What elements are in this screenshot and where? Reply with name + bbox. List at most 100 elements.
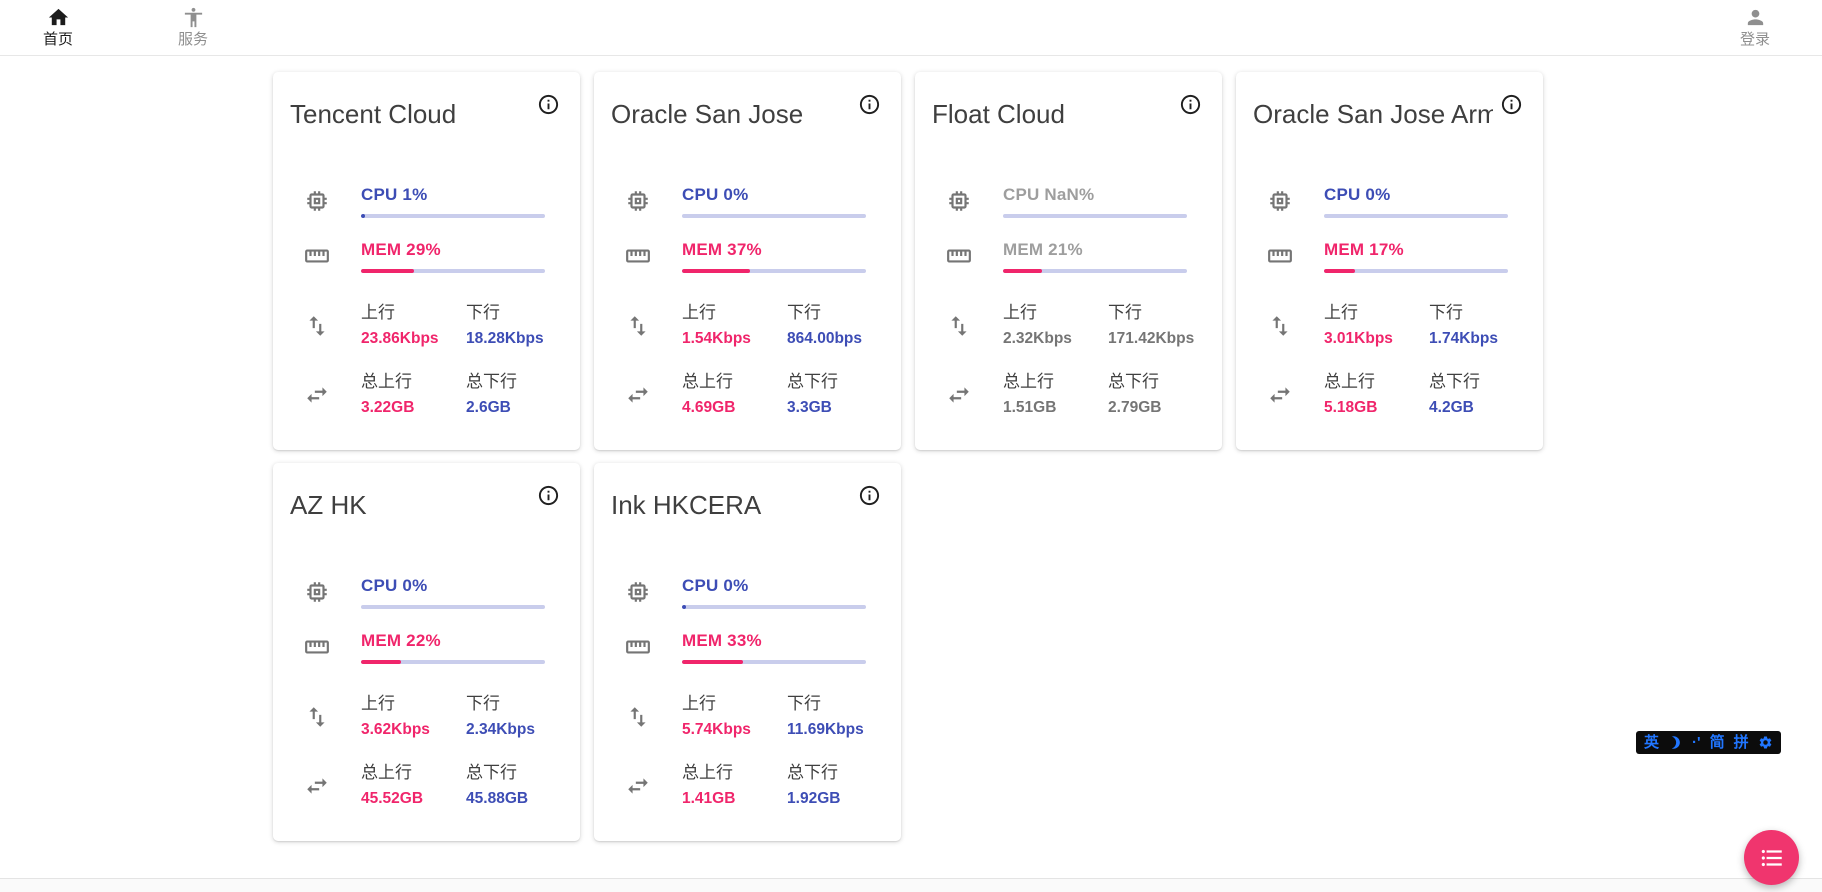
info-icon[interactable] [1500,93,1523,116]
net-total-row: 总上行 1.41GB 总下行 1.92GB [594,763,901,808]
top-navbar: 首页 服务 登录 [0,0,1822,56]
net-speed-row: 上行 2.32Kbps 下行 171.42Kbps [915,303,1222,348]
total-upload: 总上行 45.52GB [361,763,466,808]
total-download-label: 总下行 [787,372,839,391]
mem-usage-label: MEM 37% [682,240,762,259]
download-label: 下行 [787,694,822,713]
mem-metric: MEM 29% [361,240,545,273]
swap-horizontal-icon [1267,382,1293,408]
total-download-label: 总下行 [1108,372,1160,391]
download-speed: 下行 171.42Kbps [1108,303,1205,348]
total-download-value: 2.6GB [466,399,511,416]
nav-item-home[interactable]: 首页 [33,6,83,48]
upload-speed: 上行 23.86Kbps [361,303,466,348]
total-download-value: 1.92GB [787,790,841,807]
total-upload: 总上行 5.18GB [1324,372,1429,417]
total-upload-label: 总上行 [361,763,412,782]
upload-value: 1.54Kbps [682,330,751,347]
nav-item-login-label: 登录 [1739,31,1770,48]
total-download: 总下行 2.79GB [1108,372,1205,417]
swap-vertical-icon [625,704,651,730]
net-total-row: 总上行 5.18GB 总下行 4.2GB [1236,372,1543,417]
ime-scheme-toggle[interactable]: 拼 [1733,734,1749,751]
ruler-icon [304,634,330,660]
download-label: 下行 [1108,303,1143,322]
navbar-left: 首页 服务 [33,6,218,48]
info-icon[interactable] [858,93,881,116]
cpu-usage-label: CPU 0% [682,576,749,595]
mem-progress-fill [361,269,415,273]
cpu-progress-bar [1003,214,1187,218]
total-download-label: 总下行 [1429,372,1481,391]
total-upload-value: 5.18GB [1324,399,1378,416]
server-card: AZ HK CPU 0% MEM [273,463,580,841]
ruler-icon [625,634,651,660]
ruler-icon [304,243,330,269]
cpu-metric: CPU 0% [682,576,866,609]
total-upload-value: 45.52GB [361,790,424,807]
mem-row: MEM 21% [915,240,1222,273]
download-value: 11.69Kbps [787,721,864,738]
server-name: Oracle San Jose [611,99,804,129]
total-download: 总下行 45.88GB [466,763,563,808]
download-label: 下行 [466,303,501,322]
ime-punctuation-toggle[interactable]: ·' [1692,734,1701,751]
cpu-row: CPU 0% [1236,185,1543,218]
server-card: Float Cloud CPU NaN% [915,72,1222,450]
info-icon[interactable] [537,484,560,507]
list-icon [1759,845,1785,871]
download-speed: 下行 2.34Kbps [466,694,563,739]
server-name: Oracle San Jose Arm [1253,99,1493,129]
ime-language-toggle[interactable]: 英 [1644,734,1660,751]
total-upload: 总上行 1.51GB [1003,372,1108,417]
swap-vertical-icon [304,704,330,730]
gear-icon[interactable] [1758,735,1773,750]
cpu-usage-label: CPU 0% [682,185,749,204]
net-total-cols: 总上行 4.69GB 总下行 3.3GB [682,372,884,417]
server-name: AZ HK [290,490,367,520]
cpu-metric: CPU NaN% [1003,185,1187,218]
total-download: 总下行 3.3GB [787,372,884,417]
mem-progress-fill [1324,269,1356,273]
mem-progress-bar [682,269,866,273]
swap-horizontal-icon [946,382,972,408]
server-card-body: CPU 0% MEM 33% [594,576,901,808]
info-icon[interactable] [1179,93,1202,116]
cpu-progress-bar [682,214,866,218]
download-label: 下行 [1429,303,1464,322]
cpu-chip-icon [1267,188,1293,214]
total-download-label: 总下行 [466,763,518,782]
server-card-body: CPU 0% MEM 17% [1236,185,1543,417]
info-icon[interactable] [537,93,560,116]
server-list-fab[interactable] [1744,830,1799,885]
download-speed: 下行 18.28Kbps [466,303,563,348]
swap-horizontal-icon [625,773,651,799]
mem-usage-label: MEM 22% [361,631,441,650]
upload-speed: 上行 5.74Kbps [682,694,787,739]
net-total-row: 总上行 1.51GB 总下行 2.79GB [915,372,1222,417]
ime-charset-toggle[interactable]: 简 [1709,734,1725,751]
nav-item-services-label: 服务 [177,31,208,48]
mem-row: MEM 17% [1236,240,1543,273]
moon-icon[interactable] [1668,735,1683,750]
nav-item-services[interactable]: 服务 [168,6,218,48]
mem-metric: MEM 21% [1003,240,1187,273]
net-total-cols: 总上行 1.51GB 总下行 2.79GB [1003,372,1205,417]
nav-item-login[interactable]: 登录 [1730,6,1780,48]
mem-usage-label: MEM 29% [361,240,441,259]
main-content: Tencent Cloud CPU 1% [0,72,1822,841]
net-speed-cols: 上行 2.32Kbps 下行 171.42Kbps [1003,303,1205,348]
net-total-row: 总上行 3.22GB 总下行 2.6GB [273,372,580,417]
cpu-row: CPU 1% [273,185,580,218]
total-upload-label: 总上行 [1003,372,1054,391]
net-total-cols: 总上行 3.22GB 总下行 2.6GB [361,372,563,417]
cpu-usage-label: CPU NaN% [1003,185,1095,204]
swap-vertical-icon [304,313,330,339]
total-download: 总下行 2.6GB [466,372,563,417]
mem-progress-fill [1003,269,1042,273]
download-label: 下行 [466,694,501,713]
cpu-progress-bar [361,605,545,609]
server-name: Tencent Cloud [290,99,457,129]
info-icon[interactable] [858,484,881,507]
upload-value: 3.62Kbps [361,721,430,738]
